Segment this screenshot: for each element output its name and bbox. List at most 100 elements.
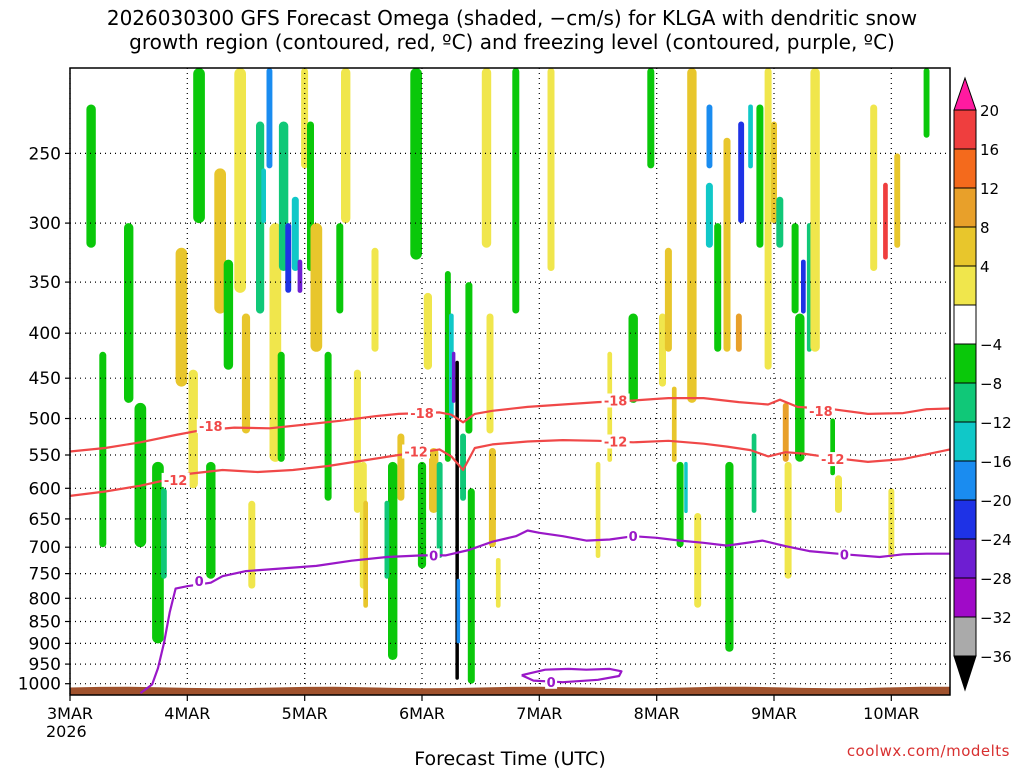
omega-shaded-cell: [748, 104, 753, 169]
contour-label-bg: [193, 574, 206, 589]
y-tick-label: 1000: [18, 675, 61, 695]
y-tick-label: 650: [29, 510, 61, 530]
omega-shaded-cell: [397, 433, 405, 501]
y-tick-label: 500: [29, 410, 61, 430]
omega-shaded-cell: [160, 488, 167, 579]
y-tick-label: 450: [29, 369, 61, 389]
omega-shaded-cell: [725, 461, 734, 652]
omega-shaded-cell: [241, 313, 251, 434]
colorbar-label: −28: [980, 570, 1012, 588]
omega-shaded-cell: [547, 68, 555, 271]
omega-shaded-cell: [671, 386, 677, 462]
colorbar-label: −16: [980, 453, 1012, 471]
omega-shaded-cell: [694, 513, 702, 608]
colorbar-label: 8: [980, 219, 990, 237]
y-tick-label: 250: [29, 144, 61, 164]
omega-shaded-cell: [423, 292, 432, 370]
y-tick-label: 300: [29, 214, 61, 234]
contour-label-bg: [601, 434, 630, 449]
x-tick-label: 6MAR: [399, 704, 445, 723]
contour-line: [139, 529, 950, 694]
colorbar-swatch: [953, 499, 977, 540]
x-tick-label: 9MAR: [751, 704, 797, 723]
contour-label-bg: [196, 419, 225, 434]
omega-shaded-cell: [782, 402, 789, 462]
omega-shaded-cell: [923, 68, 930, 138]
omega-shaded-cell: [277, 351, 285, 462]
colorbar-swatch: [953, 616, 977, 657]
colorbar-swatch: [953, 382, 977, 423]
omega-shaded-cell: [410, 68, 422, 260]
colorbar-label: −20: [980, 492, 1012, 510]
omega-shaded-cell: [706, 104, 713, 169]
omega-shaded-cell: [388, 461, 398, 660]
contour-label: -12: [404, 446, 428, 461]
omega-shaded-cell: [371, 247, 379, 352]
omega-shaded-cell: [467, 488, 475, 684]
omega-shaded-cell: [436, 461, 443, 558]
colorbar-label: 12: [980, 180, 999, 198]
colorbar-swatch: [953, 187, 977, 228]
omega-shaded-cell: [336, 223, 344, 314]
omega-shaded-cell: [835, 475, 842, 513]
omega-shaded-cell: [460, 433, 466, 501]
contour-label: 0: [840, 548, 849, 563]
y-tick-label: 700: [29, 538, 61, 558]
contour-label: 0: [195, 575, 204, 590]
x-tick-label: 7MAR: [516, 704, 562, 723]
omega-shaded-cell: [628, 313, 638, 403]
omega-shaded-cell: [870, 104, 878, 271]
omega-shaded-cell: [234, 68, 246, 293]
omega-shaded-cell: [341, 68, 351, 224]
omega-shaded-cell: [595, 461, 601, 558]
x-axis-label: Forecast Time (UTC): [414, 748, 605, 768]
colorbar-label: 16: [980, 141, 999, 159]
colorbar-swatch: [953, 265, 977, 306]
chart-title-line2: growth region (contoured, red, ºC) and f…: [129, 30, 895, 54]
y-tick-label: 950: [29, 655, 61, 675]
colorbar-swatch: [953, 343, 977, 384]
omega-shaded-cell: [291, 196, 299, 271]
omega-shaded-cell: [124, 223, 134, 403]
colorbar-label: −36: [980, 648, 1012, 666]
omega-shaded-cell: [795, 313, 805, 462]
omega-shaded-cell: [495, 558, 501, 608]
omega-shaded-cell: [684, 461, 688, 513]
contour-line: [69, 397, 951, 453]
omega-shaded-cell: [512, 68, 520, 314]
omega-shaded-cell: [784, 461, 792, 579]
omega-shaded-cell: [193, 68, 205, 224]
omega-shaded-cell: [664, 247, 672, 352]
colorbar-label: −32: [980, 609, 1012, 627]
footer-url[interactable]: coolwx.com/modelts: [846, 742, 1010, 760]
contour-label: 0: [429, 549, 438, 564]
colorbar-label: −8: [980, 375, 1002, 393]
contour-line: [69, 439, 951, 497]
contour-label-bg: [408, 406, 436, 421]
omega-shaded-cell: [214, 168, 226, 314]
chart-title-line1: 2026030300 GFS Forecast Omega (shaded, −…: [106, 6, 918, 30]
omega-shaded-cell: [776, 196, 784, 248]
colorbar-swatch: [953, 460, 977, 501]
omega-shaded-cell: [99, 351, 107, 548]
colorbar-swatch: [953, 577, 977, 618]
omega-shaded-cell: [310, 223, 323, 352]
omega-shaded-cell: [894, 153, 901, 248]
contour-label-bg: [545, 674, 558, 689]
colorbar-arrow-top: [953, 76, 977, 111]
omega-shaded-cell: [384, 500, 390, 579]
colorbar-swatch: [953, 538, 977, 579]
colorbar-swatch: [953, 109, 977, 150]
omega-shading-layer: [86, 68, 930, 684]
contour-label: -12: [821, 453, 845, 468]
omega-shaded-cell: [771, 121, 777, 224]
omega-shaded-cell: [266, 68, 273, 169]
y-tick-label: 600: [29, 479, 61, 499]
omega-shaded-cell: [297, 259, 303, 293]
omega-shaded-cell: [248, 500, 256, 589]
omega-shaded-cell: [261, 168, 266, 224]
y-tick-label: 900: [29, 634, 61, 654]
y-tick-label: 350: [29, 273, 61, 293]
contour-label: -18: [809, 405, 833, 420]
omega-shaded-cell: [206, 461, 216, 579]
